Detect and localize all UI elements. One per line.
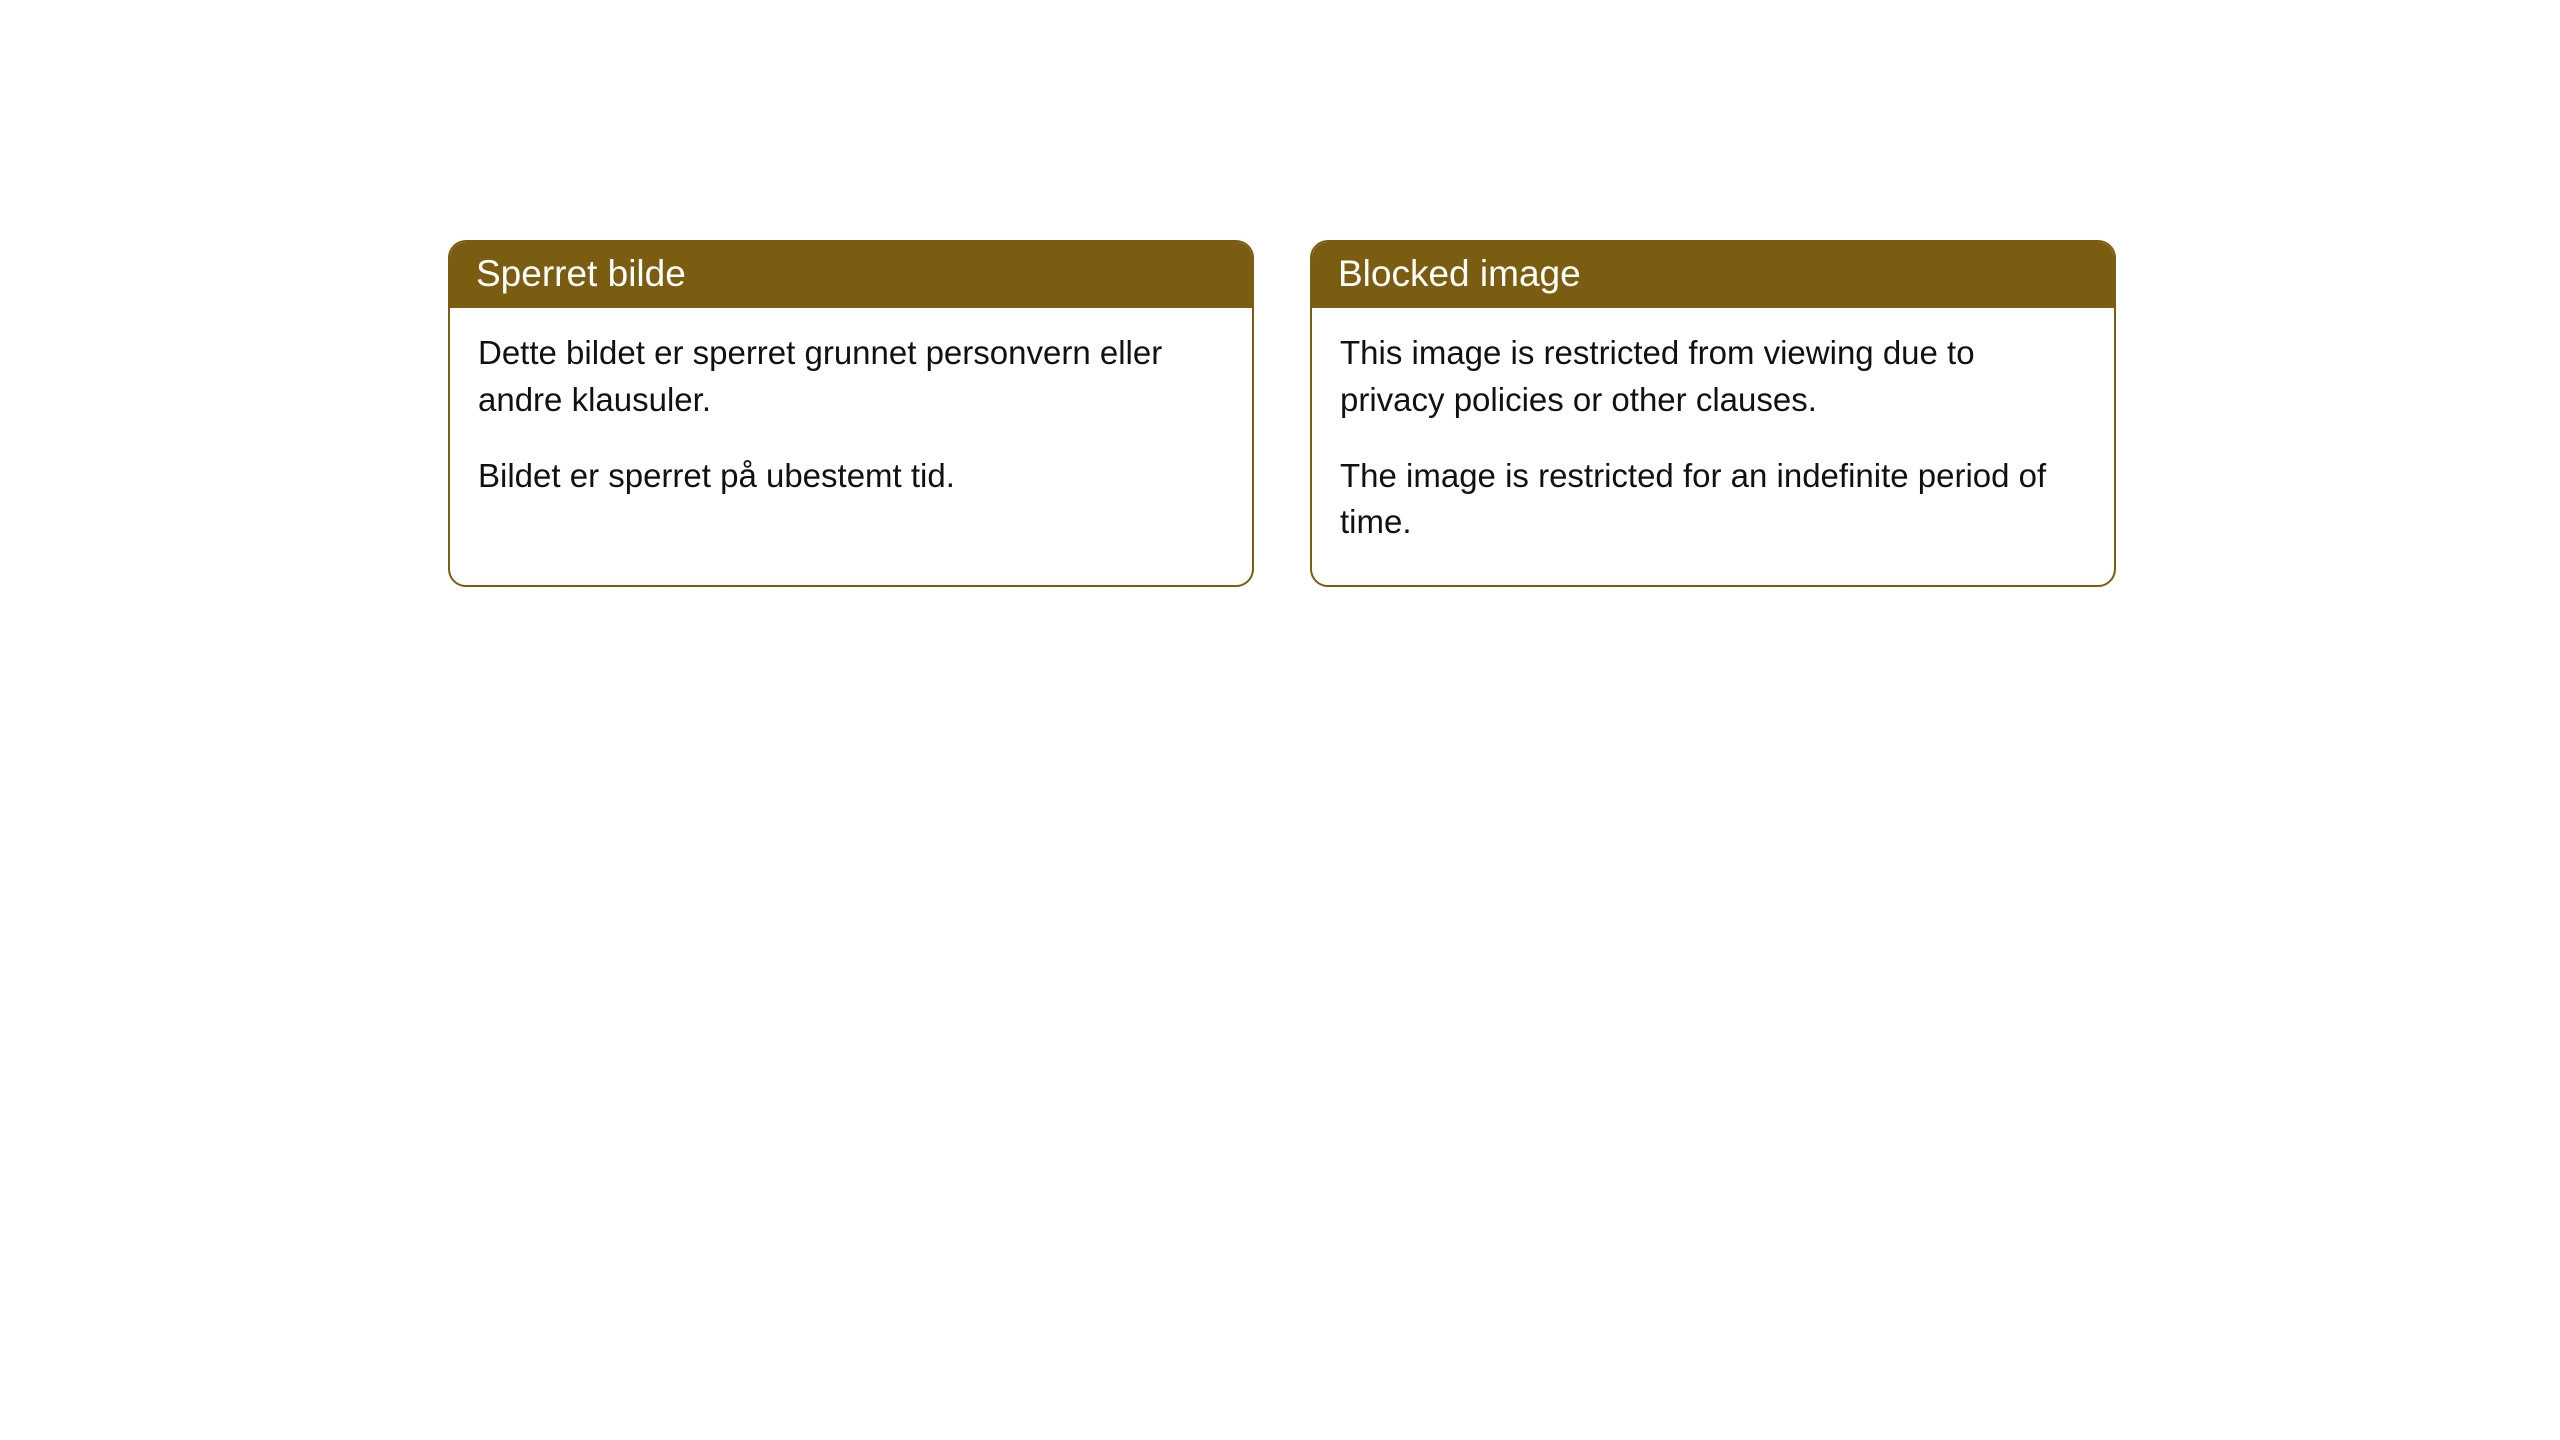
card-paragraph-2: Bildet er sperret på ubestemt tid. — [478, 453, 1224, 499]
card-title: Blocked image — [1338, 253, 1581, 294]
card-paragraph-2: The image is restricted for an indefinit… — [1340, 453, 2086, 545]
notice-card-english: Blocked image This image is restricted f… — [1310, 240, 2116, 587]
card-body: Dette bildet er sperret grunnet personve… — [450, 308, 1252, 539]
card-paragraph-1: Dette bildet er sperret grunnet personve… — [478, 330, 1224, 422]
notice-card-norwegian: Sperret bilde Dette bildet er sperret gr… — [448, 240, 1254, 587]
card-paragraph-1: This image is restricted from viewing du… — [1340, 330, 2086, 422]
card-header: Sperret bilde — [450, 242, 1252, 308]
card-header: Blocked image — [1312, 242, 2114, 308]
card-body: This image is restricted from viewing du… — [1312, 308, 2114, 585]
notice-cards-container: Sperret bilde Dette bildet er sperret gr… — [0, 0, 2560, 587]
card-title: Sperret bilde — [476, 253, 686, 294]
